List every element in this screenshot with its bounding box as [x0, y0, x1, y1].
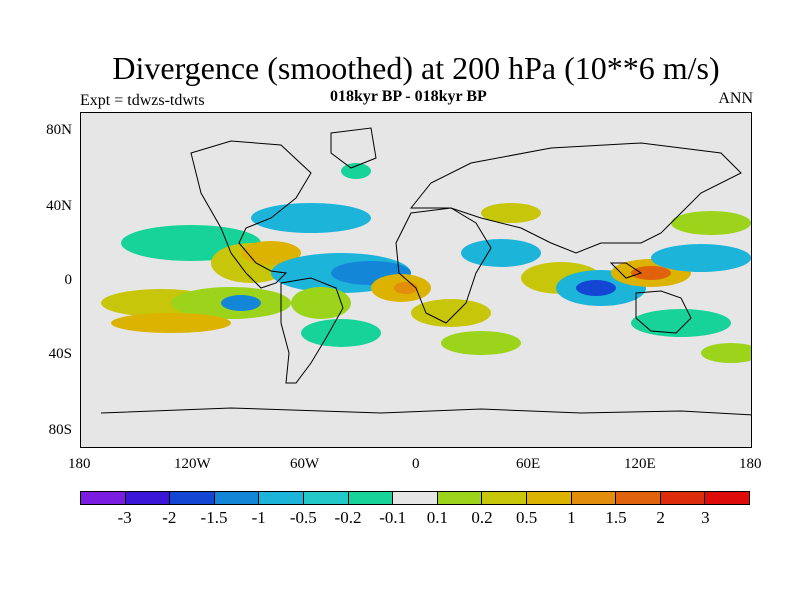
colorbar-label: 0.2 [471, 508, 493, 527]
colorbar-swatch [81, 492, 126, 504]
colorbar-swatch [482, 492, 527, 504]
colorbar-swatch [571, 492, 617, 504]
map-canvas [100, 127, 751, 416]
x-tick-120e: 120E [624, 456, 656, 472]
colorbar-label: -3 [117, 508, 132, 527]
colorbar-swatch [705, 492, 749, 504]
y-tick-0: 0 [64, 272, 73, 288]
x-tick-180w: 180 [68, 456, 91, 472]
colorbar-label: 0.1 [426, 508, 448, 527]
coastlines [100, 127, 751, 416]
colorbar-label: -0.2 [334, 508, 362, 527]
colorbar-label: 2 [656, 508, 665, 527]
x-tick-60e: 60E [516, 456, 541, 472]
colorbar-label: 1 [567, 508, 576, 527]
colorbar-label: 3 [701, 508, 710, 527]
x-tick-60w: 60W [290, 456, 320, 472]
colorbar-label: 1.5 [605, 508, 627, 527]
x-tick-0: 0 [412, 456, 420, 472]
plot-title: Divergence (smoothed) at 200 hPa (10**6 … [112, 50, 720, 86]
colorbar [80, 491, 750, 505]
colorbar-swatch [437, 492, 483, 504]
colorbar-label: -2 [162, 508, 177, 527]
x-tick-180e: 180 [739, 456, 762, 472]
experiment-label: Expt = tdwzs-tdwts [80, 92, 205, 109]
colorbar-swatch [616, 492, 661, 504]
colorbar-swatch [125, 492, 171, 504]
y-tick-80s: 80S [48, 422, 72, 438]
colorbar-swatch [214, 492, 260, 504]
colorbar-swatch [526, 492, 572, 504]
y-tick-40n: 40N [46, 198, 72, 214]
colorbar-label: -1.5 [200, 508, 228, 527]
colorbar-label: 0.5 [516, 508, 538, 527]
colorbar-swatch [170, 492, 215, 504]
colorbar-swatch [660, 492, 706, 504]
colorbar-swatch [259, 492, 304, 504]
y-tick-40s: 40S [48, 346, 72, 362]
divergence-map [80, 112, 752, 448]
colorbar-label: -1 [251, 508, 266, 527]
colorbar-swatch [303, 492, 349, 504]
colorbar-label: -0.1 [379, 508, 407, 527]
colorbar-swatch [348, 492, 394, 504]
divergence-shading [101, 163, 751, 363]
colorbar-swatch [393, 492, 438, 504]
season-label: ANN [718, 90, 753, 107]
y-tick-80n: 80N [46, 122, 72, 138]
plot-subtitle: 018kyr BP - 018kyr BP [330, 88, 487, 105]
x-tick-120w: 120W [174, 456, 211, 472]
colorbar-label: -0.5 [289, 508, 317, 527]
